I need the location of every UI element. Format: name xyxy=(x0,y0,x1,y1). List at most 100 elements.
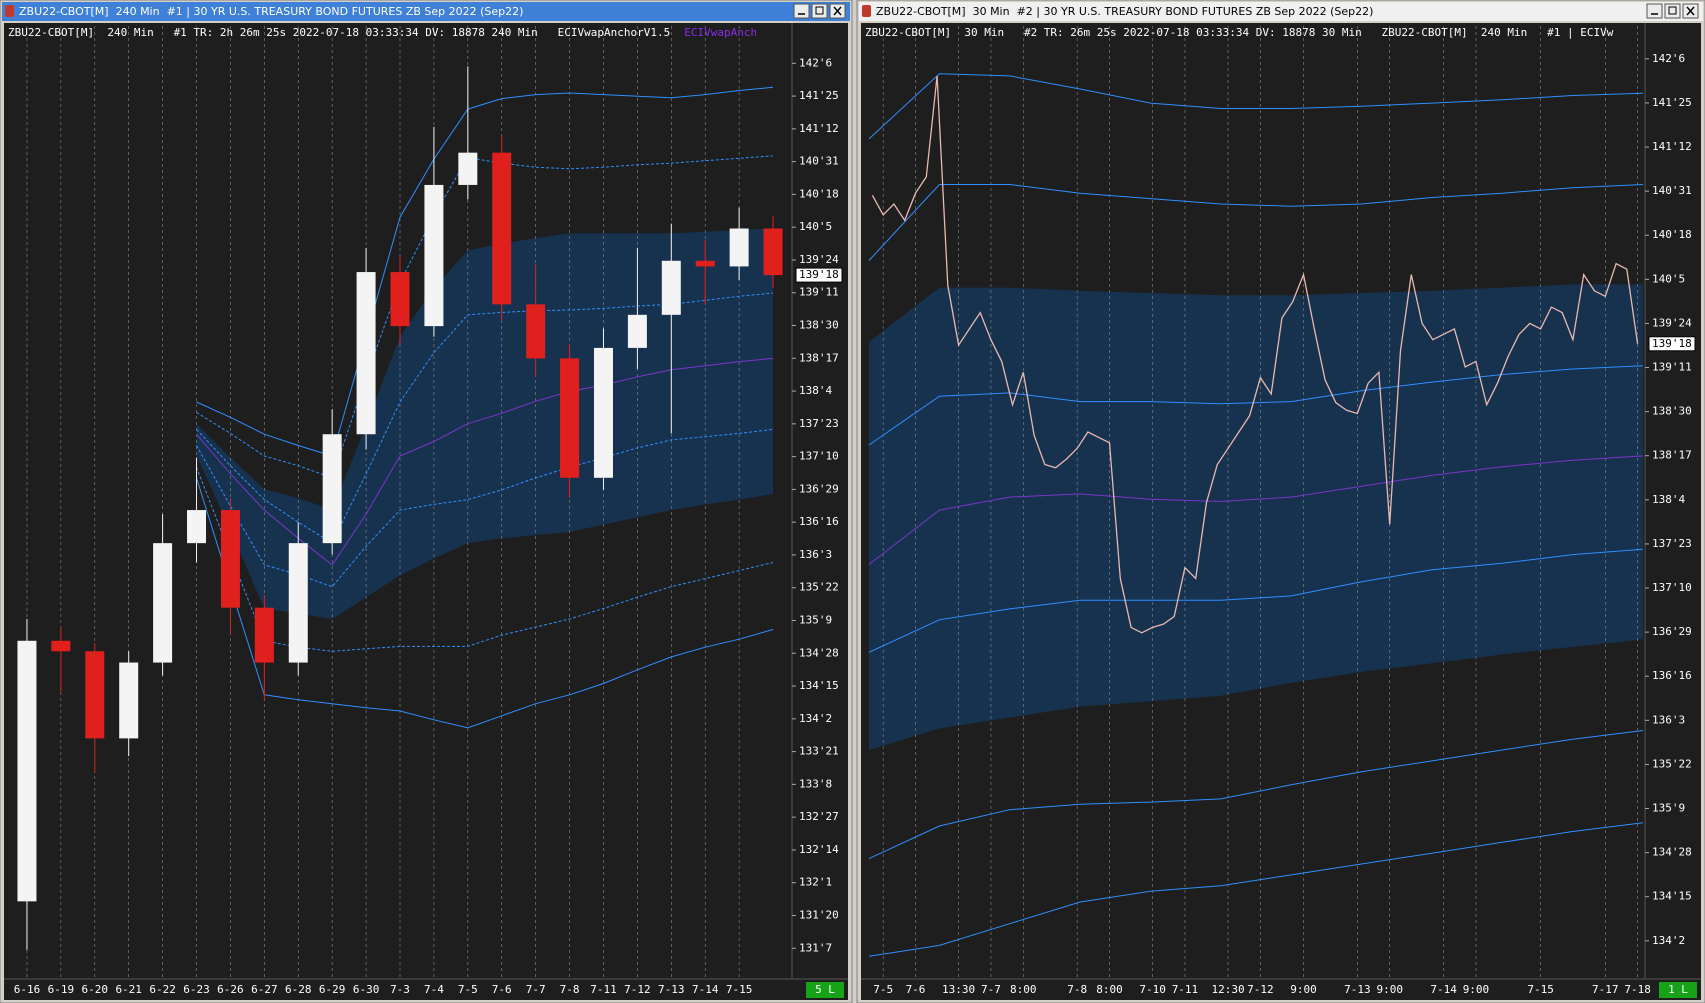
x-tick-label: 7-5 xyxy=(458,983,478,996)
x-tick-label: 7-3 xyxy=(390,983,410,996)
y-tick-label: 140'18 xyxy=(1652,228,1692,241)
y-tick-label: 136'16 xyxy=(799,515,839,528)
candle-body xyxy=(695,260,715,267)
y-tick-label: 137'10 xyxy=(799,450,839,463)
app-icon xyxy=(5,5,14,17)
y-tick-label: 138'30 xyxy=(799,319,839,332)
chart-window: ZBU22-CBOT[M] 240 Min #1 | 30 YR U.S. TR… xyxy=(0,0,853,1003)
y-tick-label: 141'25 xyxy=(799,89,839,102)
button-face xyxy=(1646,3,1663,19)
maximize-button[interactable] xyxy=(811,3,828,19)
x-tick-label: 9:00 xyxy=(1290,983,1317,996)
x-tick-label: 6-20 xyxy=(82,983,109,996)
x-tick-label: 6-26 xyxy=(217,983,244,996)
candle-body xyxy=(220,510,240,608)
y-tick-label: 133'8 xyxy=(799,777,832,790)
x-tick-label: 7-11 xyxy=(1172,983,1199,996)
x-tick-label: 6-29 xyxy=(319,983,346,996)
candle-body xyxy=(322,434,342,544)
y-tick-label: 138'17 xyxy=(799,351,839,364)
x-tick-label: 7-4 xyxy=(424,983,444,996)
header-text: ZBU22-CBOT[M] 30 Min #2 TR: 26m 25s 2022… xyxy=(865,26,1614,39)
button-glyph xyxy=(1686,6,1695,16)
band-line xyxy=(868,184,1644,261)
title-bar xyxy=(2,2,850,21)
band-line xyxy=(196,155,774,479)
candle-body xyxy=(627,314,647,348)
x-tick-label: 8:00 xyxy=(1096,983,1123,996)
x-tick-label: 6-21 xyxy=(115,983,142,996)
status-badge xyxy=(1659,982,1697,998)
band-line xyxy=(868,822,1644,957)
x-tick-label: 7-15 xyxy=(1527,983,1554,996)
header-text: ZBU22-CBOT[M] 240 Min #1 TR: 2h 26m 25s … xyxy=(8,26,670,39)
close-button[interactable] xyxy=(829,3,846,19)
candle-body xyxy=(560,358,580,478)
x-tick-label: 7-12 xyxy=(1247,983,1274,996)
x-tick-label: 7-17 xyxy=(1592,983,1619,996)
y-tick-label: 142'6 xyxy=(1652,52,1685,65)
candle-body xyxy=(661,260,681,315)
candle-body xyxy=(763,228,783,276)
x-tick-label: 7-6 xyxy=(492,983,512,996)
y-tick-label: 135'22 xyxy=(799,581,839,594)
y-tick-label: 135'9 xyxy=(799,613,832,626)
band-line xyxy=(196,357,774,566)
y-tick-label: 135'9 xyxy=(1652,802,1685,815)
y-tick-label: 139'11 xyxy=(799,286,839,299)
y-tick-label: 134'2 xyxy=(1652,934,1685,947)
band-cloud xyxy=(869,284,1643,751)
y-tick-label: 136'29 xyxy=(799,482,839,495)
y-tick-label: 134'28 xyxy=(1652,846,1692,859)
y-tick-label: 141'12 xyxy=(799,122,839,135)
candle-body xyxy=(390,272,410,327)
y-tick-label: 132'27 xyxy=(799,810,839,823)
x-tick-label: 9:00 xyxy=(1376,983,1403,996)
status-label: 5 L xyxy=(815,983,835,996)
x-tick-label: 7-12 xyxy=(624,983,651,996)
x-tick-label: 9:00 xyxy=(1463,983,1490,996)
y-tick-label: 136'3 xyxy=(1652,713,1685,726)
y-tick-label: 139'24 xyxy=(799,253,839,266)
candle-body xyxy=(85,651,105,739)
x-tick-label: 12:30 xyxy=(1211,983,1244,996)
y-tick-label: 131'7 xyxy=(799,941,832,954)
price-line xyxy=(871,75,1639,634)
x-tick-label: 6-23 xyxy=(183,983,210,996)
candle-body xyxy=(526,304,546,359)
y-tick-label: 133'21 xyxy=(799,745,839,758)
close-button[interactable] xyxy=(1682,3,1699,19)
y-tick-label: 138'30 xyxy=(1652,405,1692,418)
x-tick-label: 6-16 xyxy=(14,983,41,996)
band-line xyxy=(196,292,774,544)
y-tick-label: 135'22 xyxy=(1652,757,1692,770)
candle-body xyxy=(458,152,478,185)
y-tick-label: 140'5 xyxy=(1652,272,1685,285)
x-tick-label: 6-22 xyxy=(149,983,176,996)
title-bar xyxy=(859,2,1703,21)
chart-header: ZBU22-CBOT[M] 240 Min #1 TR: 2h 26m 25s … xyxy=(8,26,757,39)
button-glyph xyxy=(833,6,842,16)
button-face xyxy=(793,3,810,19)
minimize-button[interactable] xyxy=(1646,3,1663,19)
band-line xyxy=(868,548,1644,653)
maximize-button[interactable] xyxy=(1664,3,1681,19)
minimize-button[interactable] xyxy=(793,3,810,19)
button-face xyxy=(1664,3,1681,19)
x-tick-label: 8:00 xyxy=(1010,983,1037,996)
x-tick-label: 7-7 xyxy=(981,983,1001,996)
y-tick-label: 140'18 xyxy=(799,187,839,200)
band-line xyxy=(868,730,1644,860)
y-tick-label: 136'29 xyxy=(1652,625,1692,638)
y-tick-label: 139'11 xyxy=(1652,361,1692,374)
y-tick-label: 138'17 xyxy=(1652,449,1692,462)
y-tick-label: 134'15 xyxy=(1652,890,1692,903)
x-tick-label: 7-15 xyxy=(726,983,753,996)
y-tick-label: 140'31 xyxy=(799,155,839,168)
x-tick-label: 7-18 xyxy=(1624,983,1651,996)
plot-area xyxy=(17,26,783,978)
candle-body xyxy=(492,152,512,305)
x-tick-label: 6-19 xyxy=(48,983,75,996)
band-line xyxy=(868,73,1644,140)
